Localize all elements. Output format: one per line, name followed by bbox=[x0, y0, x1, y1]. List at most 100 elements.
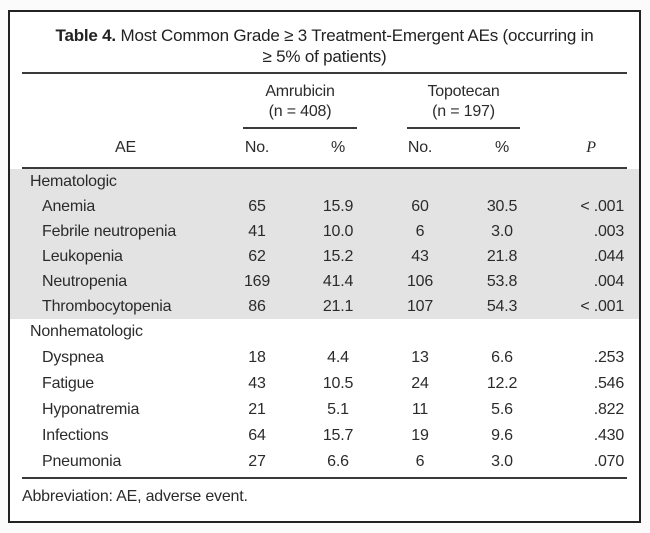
section-header-row: Nonhematologic bbox=[10, 319, 639, 345]
table-row: Anemia 65 15.9 60 30.5 < .001 bbox=[10, 194, 640, 219]
topotecan-no-cell: 60 bbox=[391, 194, 449, 219]
ae-cell: Anemia bbox=[10, 194, 229, 219]
table-frame: Table 4. Most Common Grade ≥ 3 Treatment… bbox=[8, 10, 641, 523]
table-row: Leukopenia 62 15.2 43 21.8.044 bbox=[10, 244, 640, 269]
section-header-row: Hematologic bbox=[10, 169, 640, 194]
amrubicin-no-cell: 65 bbox=[229, 194, 285, 219]
ae-cell: Thrombocytopenia bbox=[10, 294, 229, 319]
footnote-rule bbox=[22, 477, 627, 479]
section-header-label: Hematologic bbox=[10, 169, 640, 194]
header-rule bbox=[22, 167, 627, 169]
ae-cell: Febrile neutropenia bbox=[10, 219, 229, 244]
p-value-cell: .070 bbox=[593, 453, 625, 470]
amrubicin-no-cell: 62 bbox=[229, 244, 285, 269]
amrubicin-label: Amrubicin bbox=[265, 83, 335, 100]
amrubicin-no-cell: 86 bbox=[229, 294, 285, 319]
title-rule bbox=[22, 72, 627, 74]
topotecan-no-cell: 24 bbox=[411, 375, 429, 392]
table-number: Table 4. bbox=[55, 26, 117, 45]
topotecan-pct-cell: 21.8 bbox=[449, 244, 555, 269]
amrubicin-pct-cell: 10.5 bbox=[322, 375, 354, 392]
topotecan-pct-cell: 12.2 bbox=[486, 375, 518, 392]
topotecan-no-cell: 6 bbox=[415, 453, 425, 470]
ae-cell: Pneumonia bbox=[42, 453, 122, 470]
table-title: Table 4. Most Common Grade ≥ 3 Treatment… bbox=[10, 12, 639, 72]
topotecan-pct-cell: 6.6 bbox=[491, 349, 513, 366]
p-value-cell: < .001 bbox=[555, 294, 640, 319]
topotecan-pct-cell: 5.6 bbox=[491, 401, 513, 418]
amrubicin-pct-cell: 15.7 bbox=[322, 427, 354, 444]
p-value-cell: .822 bbox=[593, 401, 625, 418]
ae-cell: Hyponatremia bbox=[42, 401, 140, 418]
amrubicin-pct-cell: 5.1 bbox=[327, 401, 349, 418]
group-header-amrubicin: Amrubicin (n = 408) bbox=[229, 74, 391, 129]
amrubicin-n: (n = 408) bbox=[268, 103, 332, 120]
p-value-cell: .044 bbox=[555, 244, 640, 269]
data-table: Hematologic Anemia 65 15.9 60 30.5 < .001 Febri… bbox=[10, 169, 640, 475]
topotecan-label: Topotecan bbox=[427, 83, 500, 100]
amrubicin-pct-cell: 15.2 bbox=[285, 244, 391, 269]
section-header-label: Nonhematologic bbox=[30, 323, 143, 340]
topotecan-pct-cell: 3.0 bbox=[491, 453, 513, 470]
table-row: Neutropenia 169 41.4 106 53.8.004 bbox=[10, 269, 640, 294]
amrubicin-pct-header: % bbox=[330, 139, 346, 156]
ae-cell: Fatigue bbox=[42, 375, 94, 392]
ae-cell: Dyspnea bbox=[42, 349, 104, 366]
ae-cell: Infections bbox=[42, 427, 109, 444]
p-value-cell: .003 bbox=[555, 219, 640, 244]
amrubicin-pct-cell: 6.6 bbox=[327, 453, 349, 470]
amrubicin-no-header: No. bbox=[244, 139, 270, 156]
group-header-spacer bbox=[555, 74, 627, 129]
table-row: Thrombocytopenia 86 21.1 107 54.3 < .001 bbox=[10, 294, 640, 319]
p-value-cell: < .001 bbox=[555, 194, 640, 219]
group-header-row: Amrubicin (n = 408) Topotecan (n = 197) bbox=[22, 74, 627, 129]
topotecan-no-cell: 13 bbox=[411, 349, 429, 366]
amrubicin-pct-cell: 41.4 bbox=[285, 269, 391, 294]
amrubicin-pct-cell: 21.1 bbox=[285, 294, 391, 319]
table-caption-line1: Most Common Grade ≥ 3 Treatment-Emergent… bbox=[120, 26, 594, 45]
amrubicin-no-cell: 21 bbox=[248, 401, 266, 418]
topotecan-no-cell: 107 bbox=[391, 294, 449, 319]
amrubicin-pct-cell: 10.0 bbox=[285, 219, 391, 244]
table-caption-line2: ≥ 5% of patients) bbox=[262, 47, 387, 66]
amrubicin-no-cell: 64 bbox=[248, 427, 266, 444]
amrubicin-no-cell: 18 bbox=[248, 349, 266, 366]
p-value-cell: .004 bbox=[555, 269, 640, 294]
table-row: Febrile neutropenia 41 10.0 6 3.0.003 bbox=[10, 219, 640, 244]
topotecan-no-header: No. bbox=[407, 139, 433, 156]
column-header-table: Amrubicin (n = 408) Topotecan (n = 197) … bbox=[22, 74, 627, 167]
topotecan-no-cell: 43 bbox=[391, 244, 449, 269]
ae-cell: Neutropenia bbox=[10, 269, 229, 294]
ae-cell: Leukopenia bbox=[10, 244, 229, 269]
topotecan-pct-cell: 54.3 bbox=[449, 294, 555, 319]
table-row: Infections 64 15.7 19 9.6 .430 bbox=[10, 423, 639, 449]
amrubicin-pct-cell: 4.4 bbox=[327, 349, 349, 366]
table-body: Hematologic Anemia 65 15.9 60 30.5 < .001 Febri… bbox=[10, 169, 640, 475]
abbreviation-footnote: Abbreviation: AE, adverse event. bbox=[22, 488, 248, 505]
amrubicin-no-cell: 169 bbox=[229, 269, 285, 294]
topotecan-no-cell: 6 bbox=[391, 219, 449, 244]
p-value-cell: .430 bbox=[593, 427, 625, 444]
ae-column-header: AE bbox=[115, 139, 136, 156]
topotecan-no-cell: 106 bbox=[391, 269, 449, 294]
topotecan-pct-cell: 3.0 bbox=[449, 219, 555, 244]
topotecan-no-cell: 11 bbox=[411, 401, 429, 418]
table-row: Fatigue 43 10.5 24 12.2 .546 bbox=[10, 371, 639, 397]
group-header-topotecan: Topotecan (n = 197) bbox=[391, 74, 555, 129]
p-value-cell: .253 bbox=[593, 349, 625, 366]
p-value-cell: .546 bbox=[593, 375, 625, 392]
amrubicin-pct-cell: 15.9 bbox=[285, 194, 391, 219]
topotecan-no-cell: 19 bbox=[411, 427, 429, 444]
sub-header-row: AE No. % No. % P bbox=[22, 129, 627, 167]
amrubicin-underline bbox=[243, 127, 357, 129]
topotecan-pct-cell: 9.6 bbox=[491, 427, 513, 444]
group-header-spacer bbox=[22, 74, 229, 129]
amrubicin-no-cell: 43 bbox=[248, 375, 266, 392]
amrubicin-no-cell: 27 bbox=[248, 453, 266, 470]
amrubicin-no-cell: 41 bbox=[229, 219, 285, 244]
table-row: Dyspnea 18 4.4 13 6.6 .253 bbox=[10, 345, 639, 371]
topotecan-pct-header: % bbox=[494, 139, 510, 156]
topotecan-pct-cell: 53.8 bbox=[449, 269, 555, 294]
p-column-header: P bbox=[586, 139, 596, 156]
